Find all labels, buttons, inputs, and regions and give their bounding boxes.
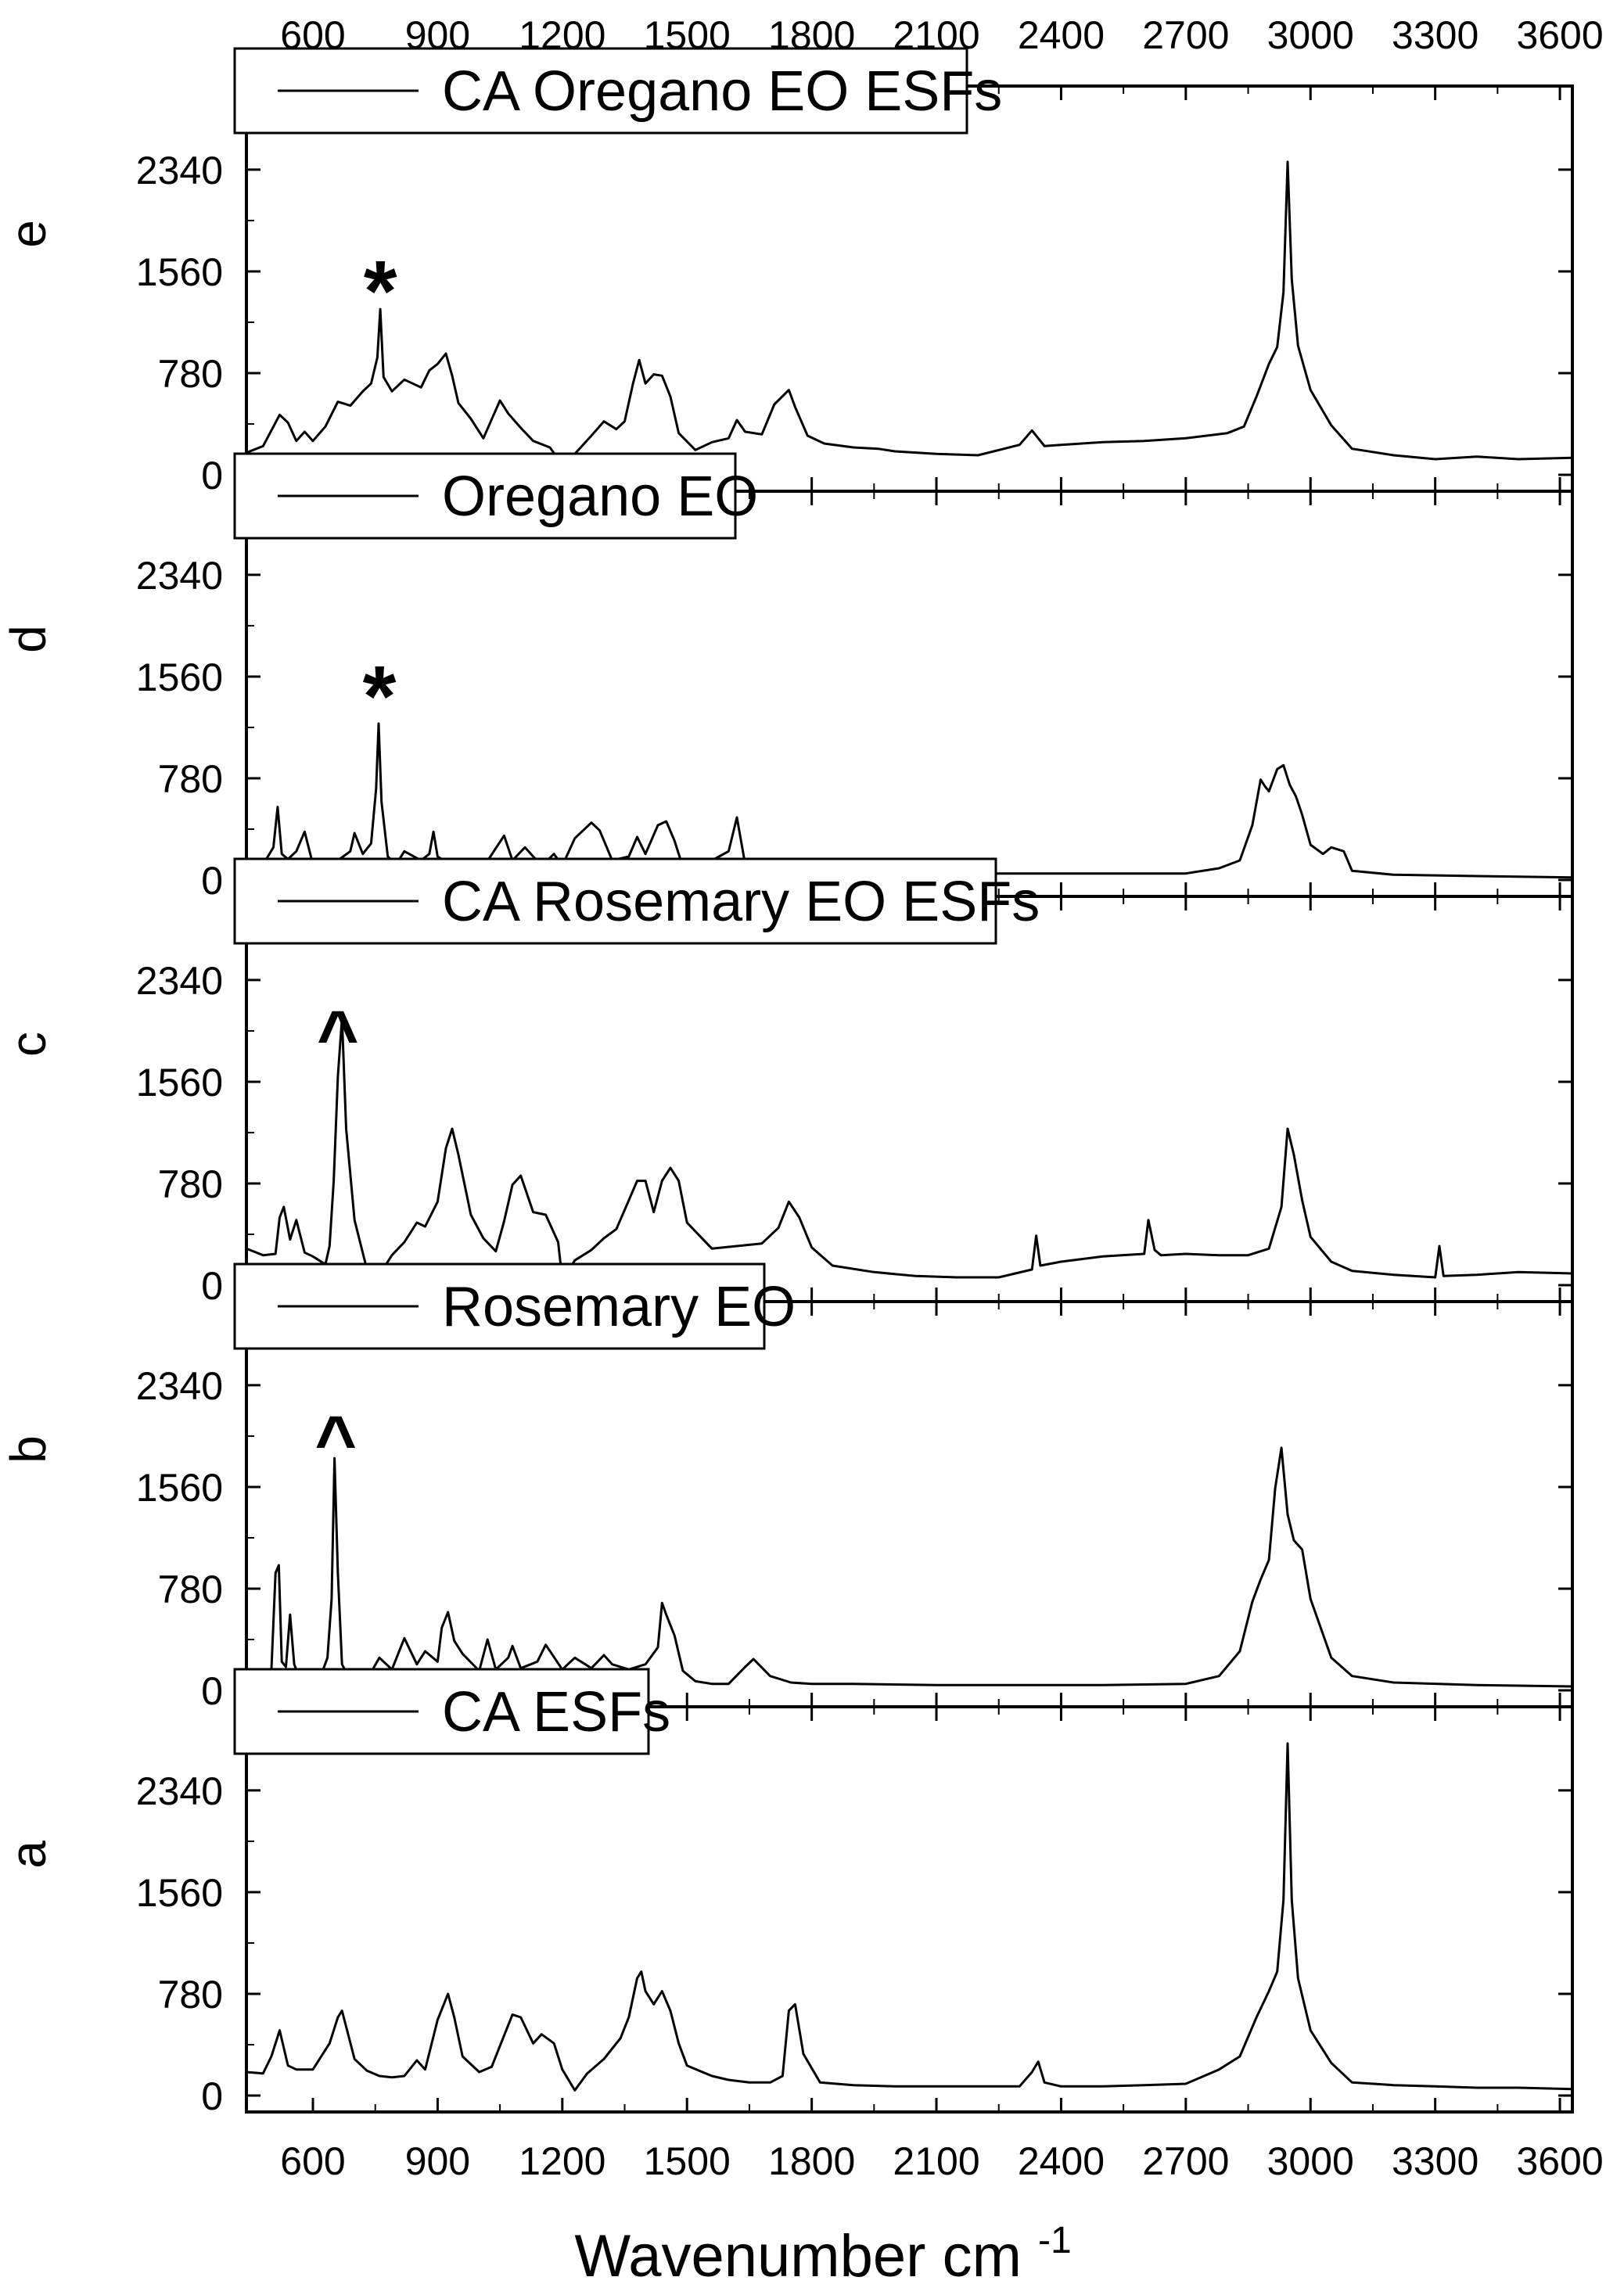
y-tick-label: 2340 [136,1769,223,1813]
x-axis-title: Wavenumber cm -1 [574,2220,1071,2290]
bottom-x-tick-label: 3600 [1516,2139,1603,2183]
y-tick-label: 0 [201,2074,223,2118]
panel-label-d: d [0,625,56,653]
y-tick-label: 780 [158,352,223,396]
legend-label: Oregano EO [442,465,758,528]
y-tick-label: 2340 [136,959,223,1003]
y-tick-label: 780 [158,1568,223,1611]
panel-a: 0 780 1560 2340 a CA ESFs [0,1668,1574,2118]
spectrum-line-d [246,722,1572,879]
y-tick-label: 1560 [136,1871,223,1915]
y-tick-label: 780 [158,1973,223,2017]
bottom-x-tick-label: 600 [280,2139,345,2183]
y-tick-label: 1560 [136,1466,223,1510]
panel-frame [245,1705,1574,2114]
legend-box [233,1668,650,1755]
spectrum-line-a [246,1742,1572,2092]
panel-label-c: c [0,1032,56,1057]
panel-frame [245,1300,1574,1708]
panel-label-e: e [0,220,56,248]
y-tick-label: 1560 [136,250,223,294]
y-tick-label: 2340 [136,149,223,192]
x-axis-title-text: Wavenumber cm [574,2223,1022,2290]
y-tick-label: 780 [158,1162,223,1206]
panel-d: 0 780 1560 2340 d Oregano EO * [0,452,1574,903]
y-tick-label: 0 [201,859,223,903]
bottom-x-tick-label: 1200 [519,2139,605,2183]
panel-b: 0 780 1560 2340 b Rosemary EO ^ [0,1262,1574,1713]
bottom-x-tick-label: 2700 [1142,2139,1229,2183]
top-x-tick-label: 3300 [1392,13,1478,57]
bottom-x-tick-label: 2400 [1018,2139,1105,2183]
bottom-x-tick-label: 3300 [1392,2139,1478,2183]
spectrum-line-b [246,1446,1572,1688]
y-tick-label: 0 [201,1264,223,1308]
legend-label: Rosemary EO [442,1276,796,1338]
y-tick-label: 2340 [136,554,223,598]
y-tick-label: 1560 [136,1061,223,1104]
top-x-tick-label: 2700 [1142,13,1229,57]
y-tick-label: 2340 [136,1364,223,1408]
panel-frame [245,895,1574,1303]
y-tick-label: 1560 [136,655,223,699]
panel-c: 0 780 1560 2340 c CA Rosemary EO ESFs ^ [0,857,1574,1308]
y-tick-label: 780 [158,757,223,801]
bottom-x-tick-label: 1800 [768,2139,855,2183]
legend-label: CA ESFs [442,1681,670,1744]
y-tick-label: 0 [201,454,223,497]
top-x-tick-label: 3000 [1267,13,1354,57]
top-x-tick-label: 2400 [1018,13,1105,57]
caret-marker: ^ [317,997,359,1076]
bottom-x-tick-label: 900 [405,2139,470,2183]
panel-frame [245,490,1574,898]
asterisk-marker: * [364,243,397,339]
y-tick-label: 0 [201,1669,223,1713]
bottom-x-axis: 600 900 1200 1500 1800 2100 2400 2700 3000 3300 36… [280,2139,1603,2183]
panel-e: 0 780 1560 2340 e CA Oregano EO ESFs * [0,47,1574,497]
panel-label-a: a [0,1841,56,1869]
spectrum-line-e [246,160,1572,466]
legend-label: CA Rosemary EO ESFs [442,871,1040,933]
caret-marker: ^ [314,1402,357,1482]
spectrum-line-c [246,1016,1572,1281]
top-x-tick-label: 3600 [1516,13,1603,57]
panel-stack: 0 780 1560 2340 e CA Oregano EO ESFs * 0 780 1560… [0,47,1574,2118]
asterisk-marker: * [363,648,397,745]
legend-label: CA Oregano EO ESFs [442,60,1002,123]
bottom-x-tick-label: 2100 [893,2139,979,2183]
bottom-x-tick-label: 3000 [1267,2139,1354,2183]
panel-label-b: b [0,1435,56,1464]
panel-frame [245,84,1574,493]
bottom-x-tick-label: 1500 [644,2139,731,2183]
x-axis-title-superscript: -1 [1038,2220,1072,2261]
